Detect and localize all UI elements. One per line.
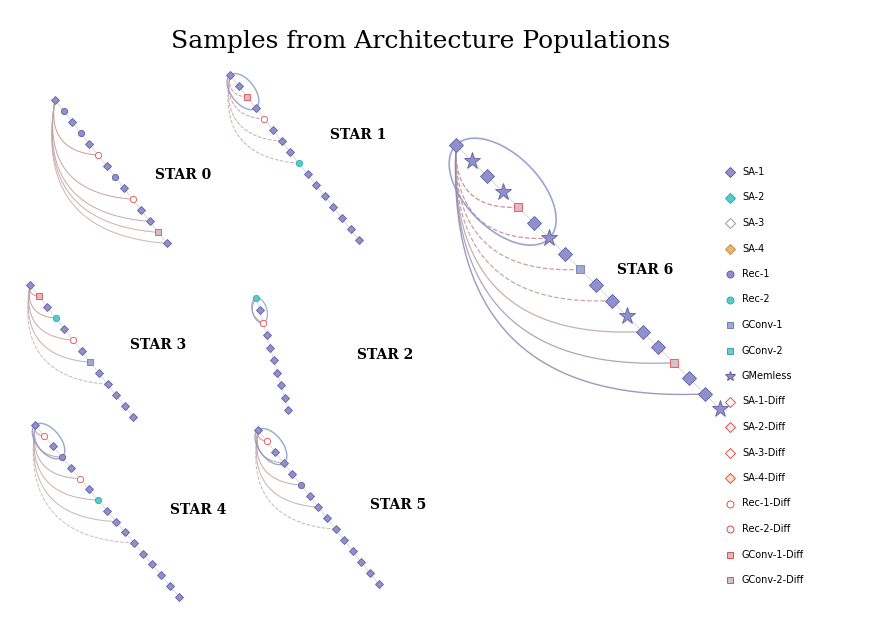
Text: GMemless: GMemless (742, 371, 792, 381)
Text: STAR 1: STAR 1 (330, 128, 386, 142)
Text: STAR 6: STAR 6 (617, 263, 673, 277)
Text: SA-2-Diff: SA-2-Diff (742, 422, 785, 432)
Text: SA-2: SA-2 (742, 193, 764, 202)
Text: Samples from Architecture Populations: Samples from Architecture Populations (171, 30, 670, 53)
Text: SA-1: SA-1 (742, 167, 764, 177)
Text: SA-1-Diff: SA-1-Diff (742, 397, 785, 406)
Text: SA-4-Diff: SA-4-Diff (742, 473, 785, 483)
Text: GConv-2-Diff: GConv-2-Diff (742, 575, 805, 585)
Text: STAR 5: STAR 5 (370, 498, 426, 512)
Text: STAR 2: STAR 2 (357, 348, 413, 362)
Text: Rec-2: Rec-2 (742, 294, 770, 305)
Text: SA-4: SA-4 (742, 243, 764, 253)
Text: STAR 0: STAR 0 (155, 168, 211, 182)
Text: GConv-2: GConv-2 (742, 346, 784, 355)
Text: GConv-1: GConv-1 (742, 320, 783, 330)
Text: STAR 3: STAR 3 (130, 338, 186, 352)
Text: Rec-1-Diff: Rec-1-Diff (742, 499, 790, 509)
Text: STAR 4: STAR 4 (170, 503, 226, 517)
Text: GConv-1-Diff: GConv-1-Diff (742, 550, 804, 559)
Text: Rec-1: Rec-1 (742, 269, 770, 279)
Text: Rec-2-Diff: Rec-2-Diff (742, 524, 790, 534)
Text: SA-3: SA-3 (742, 218, 764, 228)
Text: SA-3-Diff: SA-3-Diff (742, 447, 785, 458)
